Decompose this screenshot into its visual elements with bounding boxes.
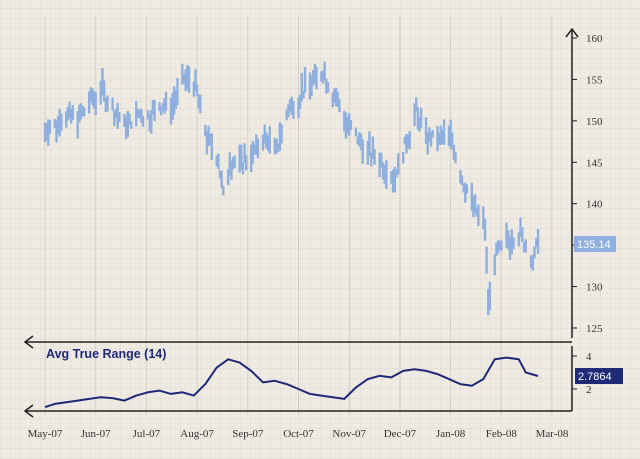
atr-last-value-label: 2.7864 (578, 371, 612, 383)
price-tick-label: 150 (586, 116, 603, 128)
x-tick-label: May-07 (28, 428, 63, 440)
atr-series-line (44, 356, 539, 409)
price-tick-label: 130 (586, 282, 603, 294)
price-tick-label: 140 (586, 199, 603, 211)
x-tick-label: Jan-08 (436, 428, 466, 440)
x-tick-label: Jul-07 (133, 428, 161, 440)
atr-tick-label: 4 (586, 351, 592, 363)
x-tick-label: Sep-07 (232, 428, 264, 440)
price-tick-label: 125 (586, 323, 603, 335)
x-tick-label: Mar-08 (536, 428, 569, 440)
x-tick-label: Aug-07 (180, 428, 214, 440)
atr-panel-title: Avg True Range (14) (46, 347, 166, 361)
atr-last-value-badge (575, 368, 623, 385)
x-tick-label: Dec-07 (384, 428, 417, 440)
x-tick-label: Oct-07 (283, 428, 314, 440)
x-tick-label: Feb-08 (486, 428, 518, 440)
price-tick-label: 160 (586, 33, 603, 45)
price-tick-label: 155 (586, 74, 603, 86)
price-last-value-badge (574, 235, 616, 252)
divider-arrow-icon (23, 335, 34, 349)
price-last-value-label: 135.14 (577, 239, 611, 251)
atr-axis-arrow-icon (23, 404, 34, 418)
price-tick-label: 145 (586, 157, 603, 169)
x-tick-label: Nov-07 (332, 428, 366, 440)
price-axis-arrow-icon (565, 27, 579, 38)
x-tick-label: Jun-07 (81, 428, 111, 440)
atr-tick-label: 2 (586, 384, 592, 396)
